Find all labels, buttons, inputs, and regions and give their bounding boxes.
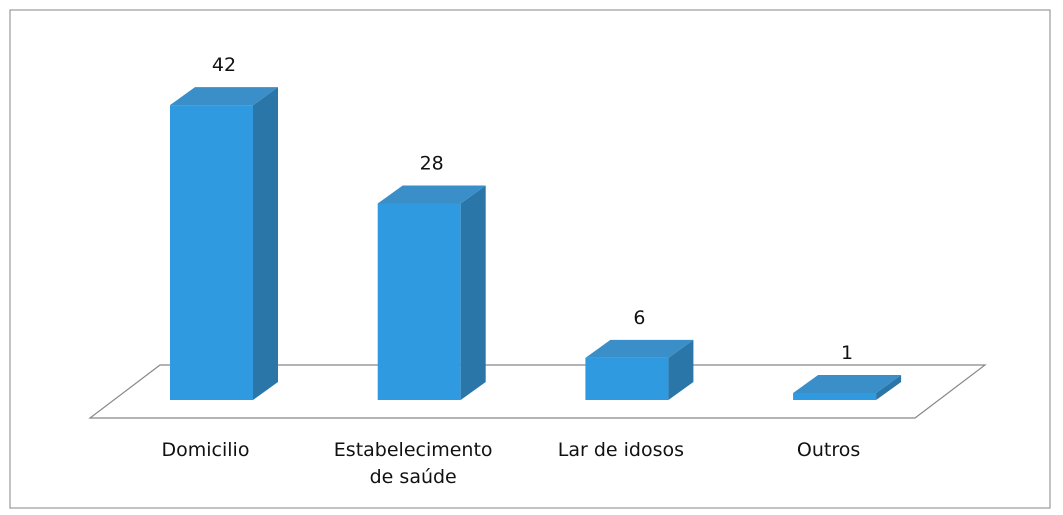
x-tick-label: Estabelecimento de saúde xyxy=(333,439,493,488)
bar-top xyxy=(793,374,902,393)
bar-front xyxy=(377,203,461,400)
bar xyxy=(377,185,486,400)
x-tick-label: Domicilio xyxy=(161,439,250,461)
bar-front xyxy=(170,105,253,400)
bar xyxy=(585,339,694,400)
bar-front xyxy=(585,357,669,400)
x-tick-label: Outros xyxy=(796,439,861,461)
floor xyxy=(88,364,987,419)
bar xyxy=(170,87,278,400)
bar xyxy=(793,374,902,400)
bar-side xyxy=(668,339,694,400)
value-label: 28 xyxy=(420,152,444,174)
value-label: 42 xyxy=(212,54,236,76)
value-label: 1 xyxy=(841,342,853,364)
bar-side xyxy=(876,374,902,400)
chart-frame xyxy=(9,9,1051,509)
bar-top xyxy=(377,185,486,204)
bar-side xyxy=(460,185,486,400)
bar-top xyxy=(170,87,278,106)
value-label: 6 xyxy=(633,307,645,329)
bar-top xyxy=(585,339,694,358)
bar-side xyxy=(253,87,278,400)
bar-front xyxy=(793,392,877,400)
x-tick-label: Lar de idosos xyxy=(557,439,685,461)
